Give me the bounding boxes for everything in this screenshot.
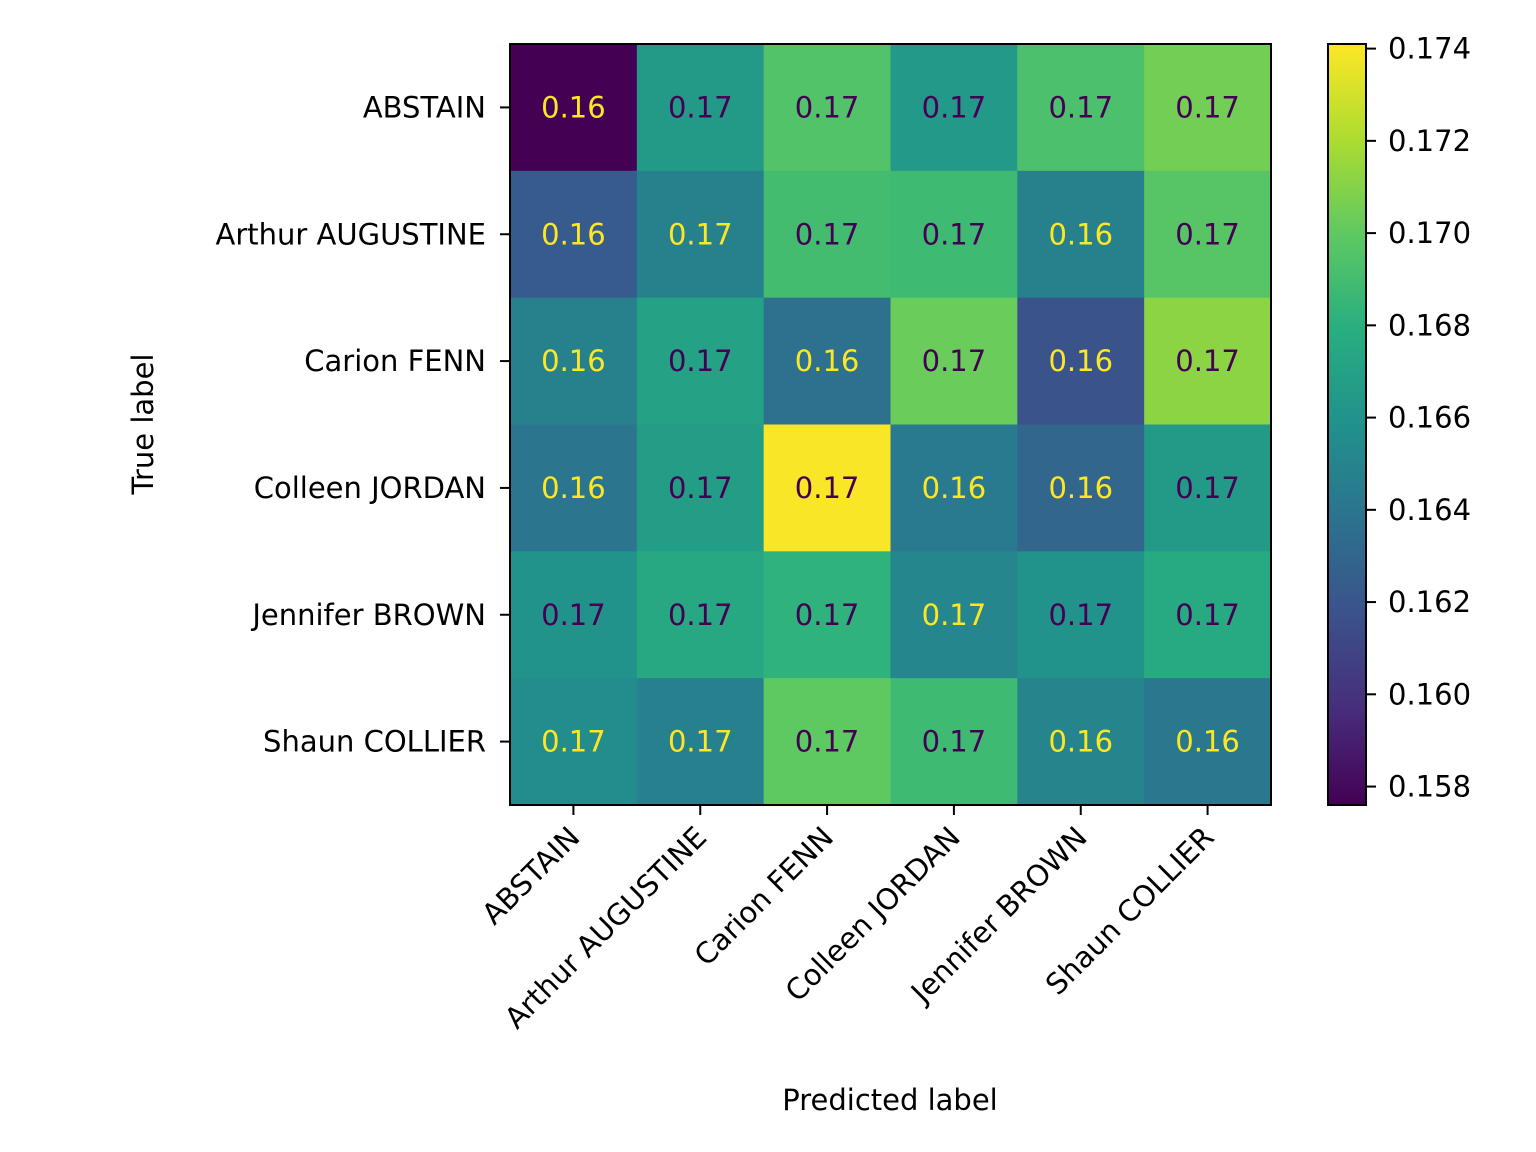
heatmap-cell: [890, 170, 1018, 299]
heatmap-cell: [510, 551, 638, 679]
cell-value-label: 0.17: [922, 344, 987, 378]
colorbar-tick-label: 0.168: [1388, 308, 1471, 342]
heatmap-cell: [1017, 170, 1145, 299]
heatmap-cell: [510, 297, 638, 426]
heatmap-cell: [1144, 297, 1272, 426]
plot-frame: [509, 43, 1272, 806]
cell-value-label: 0.17: [1175, 344, 1240, 378]
heatmap-cell: [636, 297, 765, 426]
heatmap-cell: [636, 551, 765, 679]
cell-value-label: 0.16: [541, 344, 606, 378]
heatmap-cell: [636, 678, 765, 806]
colorbar-tick-label: 0.158: [1388, 770, 1471, 804]
heatmap-cell: [1017, 551, 1145, 679]
cell-value-label: 0.16: [1175, 725, 1240, 759]
heatmap-cell: [1017, 678, 1145, 806]
cell-value-label: 0.16: [1048, 471, 1113, 505]
heatmap-cell: [1144, 678, 1272, 806]
heatmap-cell: [636, 170, 765, 299]
cell-value-label: 0.17: [922, 598, 987, 632]
colorbar-tick-label: 0.174: [1388, 32, 1471, 66]
heatmap-cell: [636, 44, 765, 172]
colorbar-ticks: 0.158 0.160 0.162 0.164 0.166 0.168 0.170 0.172…: [1366, 32, 1471, 804]
y-tick-label: Shaun COLLIER: [263, 725, 486, 759]
heatmap-cell: [890, 44, 1018, 172]
heatmap-cell: [1144, 551, 1272, 679]
y-axis-title: True label: [126, 354, 160, 496]
heatmap-cell: [510, 424, 638, 552]
cell-value-label: 0.16: [1048, 344, 1113, 378]
heatmap-cell: [636, 424, 765, 552]
heatmap-cell: [510, 170, 638, 299]
cell-value-label: 0.17: [795, 471, 860, 505]
y-tick-label: ABSTAIN: [363, 90, 486, 124]
cell-value-label: 0.16: [795, 344, 860, 378]
heatmap-cell: [1144, 44, 1272, 172]
colorbar-tick-label: 0.166: [1388, 401, 1471, 435]
heatmap-cell: [763, 678, 892, 806]
heatmap-cell: [890, 678, 1018, 806]
cell-value-label: 0.17: [668, 217, 733, 251]
heatmap-cell: [1017, 424, 1145, 552]
cell-value-label: 0.17: [795, 598, 860, 632]
cell-value-label: 0.17: [668, 344, 733, 378]
heatmap-cell: [510, 44, 638, 172]
heatmap-cell: [763, 44, 892, 172]
heatmap-cell: [763, 424, 892, 552]
cell-value-label: 0.17: [795, 217, 860, 251]
colorbar: [1327, 43, 1367, 806]
heatmap-cell: [1144, 170, 1272, 299]
cell-value-label: 0.17: [1175, 217, 1240, 251]
cell-value-label: 0.17: [1175, 471, 1240, 505]
cell-value-label: 0.16: [922, 471, 987, 505]
heatmap-cell: [1144, 424, 1272, 552]
colorbar-tick-label: 0.170: [1388, 216, 1471, 250]
cell-value-label: 0.17: [1175, 90, 1240, 124]
y-tick-label: Carion FENN: [304, 344, 486, 378]
heatmap-cell: [763, 170, 892, 299]
heatmap-cells: [510, 44, 1272, 806]
cell-value-label: 0.16: [1048, 725, 1113, 759]
cell-value-label: 0.17: [1175, 598, 1240, 632]
heatmap-cell: [890, 297, 1018, 426]
cell-value-label: 0.17: [795, 725, 860, 759]
cell-value-label: 0.17: [795, 90, 860, 124]
y-tick-label: Colleen JORDAN: [254, 471, 486, 505]
heatmap-cell-labels: 0.16 0.17 0.17 0.17 0.17 0.17 0.16 0.17 0.17 0.17…: [541, 90, 1240, 758]
cell-value-label: 0.17: [541, 598, 606, 632]
cell-value-label: 0.17: [922, 217, 987, 251]
cell-value-label: 0.17: [1048, 598, 1113, 632]
heatmap-cell: [890, 424, 1018, 552]
colorbar-tick-label: 0.164: [1388, 493, 1471, 527]
colorbar-tick-label: 0.172: [1388, 124, 1471, 158]
y-tick-label: Jennifer BROWN: [250, 598, 486, 632]
cell-value-label: 0.17: [668, 90, 733, 124]
cell-value-label: 0.17: [922, 725, 987, 759]
x-axis-title: Predicted label: [782, 1083, 998, 1117]
colorbar-tick-label: 0.160: [1388, 677, 1471, 711]
cell-value-label: 0.16: [541, 90, 606, 124]
heatmap-cell: [763, 551, 892, 679]
cell-value-label: 0.17: [541, 725, 606, 759]
y-axis-ticks: ABSTAIN Arthur AUGUSTINE Carion FENN Collee…: [216, 90, 510, 759]
cell-value-label: 0.16: [1048, 217, 1113, 251]
heatmap-cell: [890, 551, 1018, 679]
heatmap-cell: [1017, 44, 1145, 172]
cell-value-label: 0.16: [541, 217, 606, 251]
heatmap-cell: [1017, 297, 1145, 426]
cell-value-label: 0.17: [1048, 90, 1113, 124]
cell-value-label: 0.17: [922, 90, 987, 124]
heatmap-cell: [763, 297, 892, 426]
cell-value-label: 0.17: [668, 471, 733, 505]
cell-value-label: 0.17: [668, 598, 733, 632]
colorbar-tick-label: 0.162: [1388, 585, 1471, 619]
heatmap-cell: [510, 678, 638, 806]
cell-value-label: 0.17: [668, 725, 733, 759]
x-tick-label: ABSTAIN: [475, 820, 586, 931]
cell-value-label: 0.16: [541, 471, 606, 505]
y-tick-label: Arthur AUGUSTINE: [216, 217, 487, 251]
